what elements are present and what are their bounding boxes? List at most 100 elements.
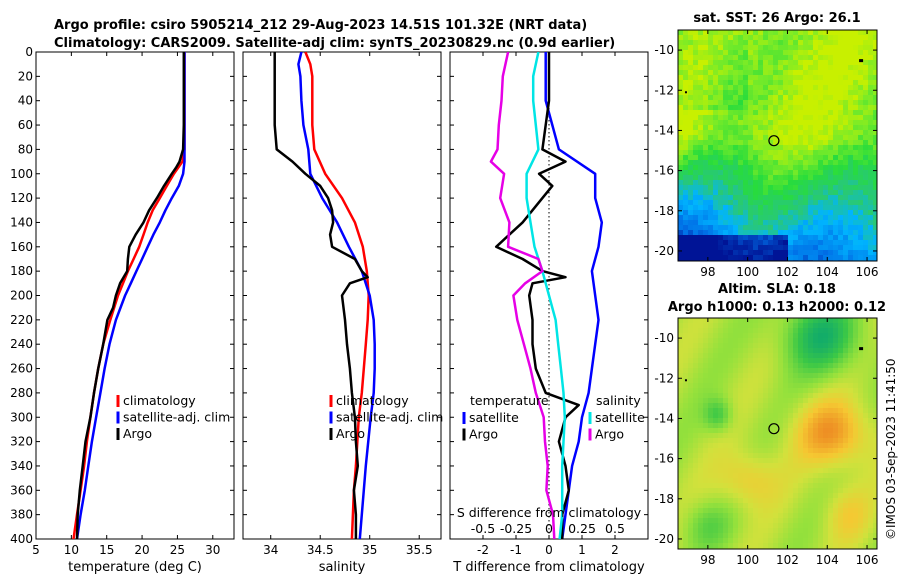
map-cell bbox=[828, 413, 834, 419]
map-cell bbox=[808, 403, 814, 409]
map-cell bbox=[803, 508, 809, 514]
map-cell bbox=[738, 175, 744, 181]
map-cell bbox=[748, 383, 754, 389]
map-y-tick-label: -20 bbox=[654, 244, 674, 258]
map-cell bbox=[683, 240, 689, 246]
t-argo-diff-line bbox=[494, 52, 580, 539]
map-cell bbox=[818, 388, 824, 394]
map-cell bbox=[743, 110, 749, 116]
map-cell bbox=[763, 408, 769, 414]
map-cell bbox=[688, 180, 694, 186]
map-cell bbox=[763, 105, 769, 111]
map-cell bbox=[698, 75, 704, 81]
map-cell bbox=[873, 215, 877, 221]
map-cell bbox=[688, 538, 694, 544]
map-cell bbox=[678, 200, 684, 206]
map-cell bbox=[828, 45, 834, 51]
map-cell bbox=[678, 185, 684, 191]
map-cell bbox=[768, 100, 774, 106]
map-cell bbox=[733, 190, 739, 196]
map-cell bbox=[713, 235, 719, 241]
map-cell bbox=[838, 45, 844, 51]
map-cell bbox=[813, 528, 819, 534]
map-cell bbox=[698, 155, 704, 161]
map-cell bbox=[763, 473, 769, 479]
map-cell bbox=[748, 35, 754, 41]
map-cell bbox=[853, 388, 859, 394]
map-cell bbox=[853, 328, 859, 334]
map-cell bbox=[813, 463, 819, 469]
map-cell bbox=[853, 225, 859, 231]
map-cell bbox=[803, 75, 809, 81]
figure-title-line1: Argo profile: csiro 5905214_212 29-Aug-2… bbox=[54, 18, 587, 33]
map-cell bbox=[698, 398, 704, 404]
map-cell bbox=[743, 145, 749, 151]
map-cell bbox=[748, 428, 754, 434]
map-cell bbox=[768, 378, 774, 384]
map-cell bbox=[848, 458, 854, 464]
map-cell bbox=[838, 100, 844, 106]
map-cell bbox=[778, 393, 784, 399]
map-cell bbox=[858, 488, 864, 494]
map-cell bbox=[733, 80, 739, 86]
map-cell bbox=[843, 150, 849, 156]
map-cell bbox=[753, 328, 759, 334]
map-cell bbox=[873, 393, 877, 399]
map-cell bbox=[868, 65, 874, 71]
map-cell bbox=[778, 195, 784, 201]
map-cell bbox=[848, 135, 854, 141]
map-cell bbox=[733, 165, 739, 171]
map-cell bbox=[853, 50, 859, 56]
map-cell bbox=[788, 378, 794, 384]
map-cell bbox=[683, 155, 689, 161]
map-cell bbox=[693, 250, 699, 256]
map-cell bbox=[873, 255, 877, 261]
map-cell bbox=[703, 225, 709, 231]
map-cell bbox=[833, 538, 839, 544]
map-cell bbox=[793, 348, 799, 354]
map-cell bbox=[813, 368, 819, 374]
map-cell bbox=[723, 428, 729, 434]
map-cell bbox=[693, 348, 699, 354]
map-cell bbox=[733, 383, 739, 389]
map-cell bbox=[723, 65, 729, 71]
map-cell bbox=[748, 538, 754, 544]
map-cell bbox=[793, 408, 799, 414]
map-cell bbox=[858, 175, 864, 181]
map-cell bbox=[773, 190, 779, 196]
map-cell bbox=[843, 493, 849, 499]
map-cell bbox=[853, 428, 859, 434]
map-cell bbox=[813, 458, 819, 464]
map-cell bbox=[778, 538, 784, 544]
map-cell bbox=[678, 498, 684, 504]
map-cell bbox=[738, 413, 744, 419]
map-cell bbox=[678, 250, 684, 256]
map-cell bbox=[843, 40, 849, 46]
map-cell bbox=[763, 513, 769, 519]
map-cell bbox=[788, 160, 794, 166]
map-cell bbox=[683, 498, 689, 504]
map-cell bbox=[793, 180, 799, 186]
map-cell bbox=[698, 393, 704, 399]
map-cell bbox=[843, 398, 849, 404]
map-cell bbox=[743, 40, 749, 46]
map-cell bbox=[843, 225, 849, 231]
map-cell bbox=[803, 408, 809, 414]
map-cell bbox=[873, 383, 877, 389]
map-cell bbox=[728, 255, 734, 261]
map-cell bbox=[833, 90, 839, 96]
map-cell bbox=[848, 125, 854, 131]
map-cell bbox=[708, 428, 714, 434]
map-cell bbox=[778, 418, 784, 424]
map-cell bbox=[818, 195, 824, 201]
map-cell bbox=[843, 378, 849, 384]
map-cell bbox=[808, 523, 814, 529]
map-cell bbox=[763, 423, 769, 429]
map-cell bbox=[858, 125, 864, 131]
map-cell bbox=[778, 235, 784, 241]
map-cell bbox=[728, 353, 734, 359]
map-cell bbox=[703, 150, 709, 156]
map-cell bbox=[858, 245, 864, 251]
y-tick-label: 380 bbox=[10, 508, 33, 522]
map-cell bbox=[808, 418, 814, 424]
